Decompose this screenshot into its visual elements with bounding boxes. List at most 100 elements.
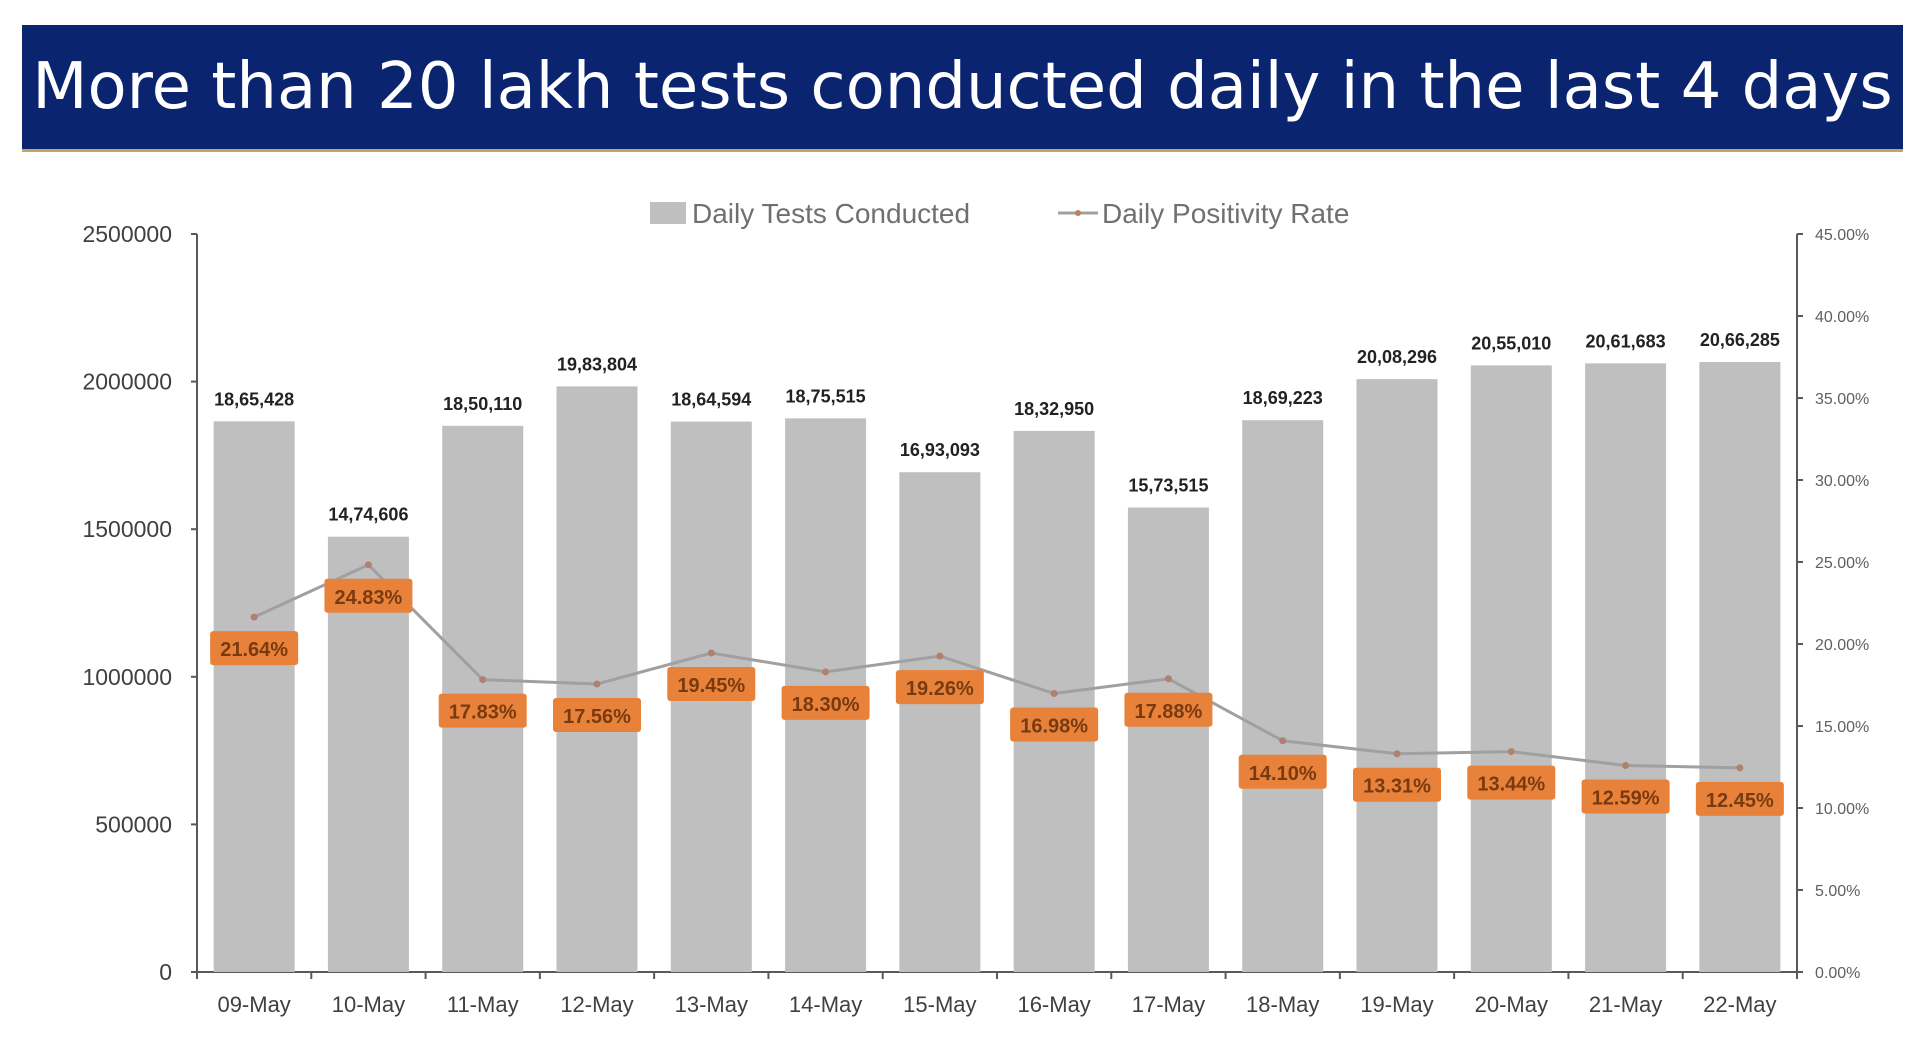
bar-data-label: 18,69,223 <box>1243 388 1323 408</box>
positivity-label-box <box>1353 767 1441 802</box>
x-tick-label: 13-May <box>675 992 748 1017</box>
positivity-data-label: 24.83% <box>335 587 403 609</box>
x-tick-label: 12-May <box>560 992 633 1017</box>
line-positivity <box>253 562 1740 770</box>
positivity-label-box <box>667 667 756 702</box>
positivity-data-label: 18.30% <box>792 694 860 716</box>
positivity-data-label: 17.83% <box>449 702 517 724</box>
positivity-label-box <box>1238 754 1327 789</box>
x-tick-label: 17-May <box>1132 992 1205 1017</box>
bar-data-label: 18,32,950 <box>1014 399 1094 419</box>
x-tick-label: 18-May <box>1246 992 1319 1017</box>
bar-data-label: 18,75,515 <box>786 386 866 406</box>
bar-tests <box>1699 362 1781 972</box>
bar-tests <box>1127 507 1209 972</box>
bar-tests <box>1356 379 1438 973</box>
positivity-label-box <box>781 685 870 720</box>
positivity-data-label: 16.98% <box>1020 716 1088 738</box>
bar-data-label: 18,64,594 <box>671 390 751 410</box>
bar-tests <box>1013 430 1095 972</box>
line-marker <box>1736 764 1744 772</box>
positivity-label-box <box>1124 692 1213 727</box>
positivity-data-label: 12.45% <box>1706 790 1774 812</box>
y-right-tick-label: 0.00% <box>1815 965 1860 982</box>
legend-label-positivity: Daily Positivity Rate <box>1102 198 1349 229</box>
line-marker <box>250 613 258 621</box>
y-left-tick-label: 2000000 <box>82 369 172 395</box>
legend-swatch-marker <box>1075 210 1081 216</box>
bar-data-label: 20,66,285 <box>1700 330 1780 350</box>
line-marker <box>1050 690 1058 698</box>
line-marker <box>1279 737 1287 745</box>
x-tick-label: 14-May <box>789 992 862 1017</box>
line-marker <box>822 668 830 676</box>
x-tick-label: 21-May <box>1589 992 1662 1017</box>
positivity-label-box <box>438 693 527 728</box>
y-right-tick-label: 25.00% <box>1815 555 1869 572</box>
legend: Daily Tests Conducted Daily Positivity R… <box>650 198 1349 229</box>
line-marker <box>1507 748 1515 756</box>
line-marker <box>364 561 372 569</box>
line-marker <box>1164 675 1172 683</box>
positivity-label-box <box>1695 781 1784 816</box>
positivity-data-label: 17.56% <box>563 706 631 728</box>
bar-tests <box>1585 363 1667 972</box>
x-tick-label: 10-May <box>332 992 405 1017</box>
y-right-tick-label: 5.00% <box>1815 883 1860 900</box>
x-tick-label: 16-May <box>1017 992 1090 1017</box>
y-right-tick-label: 40.00% <box>1815 309 1869 326</box>
bar-data-label: 14,74,606 <box>328 505 408 525</box>
bar-tests <box>899 472 981 972</box>
positivity-data-label: 21.64% <box>220 639 288 661</box>
x-tick-label: 19-May <box>1360 992 1433 1017</box>
y-right-tick-label: 20.00% <box>1815 637 1869 654</box>
x-tick-label: 20-May <box>1475 992 1548 1017</box>
positivity-label-box <box>210 631 299 666</box>
positivity-label-box <box>1581 779 1670 814</box>
y-right-tick-label: 45.00% <box>1815 227 1869 244</box>
x-tick-label: 15-May <box>903 992 976 1017</box>
positivity-data-label: 19.45% <box>677 675 745 697</box>
positivity-label-box <box>324 578 413 613</box>
y-right-tick-label: 10.00% <box>1815 801 1869 818</box>
positivity-label-box <box>895 670 984 705</box>
line-marker <box>593 680 601 688</box>
bar-data-label: 15,73,515 <box>1128 475 1208 495</box>
bar-data-label: 19,83,804 <box>557 354 637 374</box>
line-marker <box>479 676 487 684</box>
chart-title: More than 20 lakh tests conducted daily … <box>32 50 1893 124</box>
y-right-tick-label: 35.00% <box>1815 391 1869 408</box>
y-right-tick-label: 15.00% <box>1815 719 1869 736</box>
positivity-data-label: 12.59% <box>1592 788 1660 810</box>
bar-tests <box>1242 420 1324 972</box>
line-marker <box>707 649 715 657</box>
positivity-label-box <box>1467 765 1556 800</box>
positivity-data-label: 13.31% <box>1363 776 1431 798</box>
y-left-tick-label: 500000 <box>95 811 172 837</box>
bar-data-label: 20,61,683 <box>1586 331 1666 351</box>
bar-data-label: 18,65,428 <box>214 389 294 409</box>
y-right-tick-label: 30.00% <box>1815 473 1869 490</box>
bar-data-label: 20,08,296 <box>1357 347 1437 367</box>
line-marker <box>936 652 944 660</box>
x-tick-label: 09-May <box>217 992 290 1017</box>
x-tick-label: 11-May <box>447 992 519 1017</box>
positivity-data-label: 14.10% <box>1249 763 1317 785</box>
bar-data-label: 18,50,110 <box>443 394 522 414</box>
y-left-tick-label: 2500000 <box>82 221 172 247</box>
x-tick-label: 22-May <box>1703 992 1776 1017</box>
title-banner: More than 20 lakh tests conducted daily … <box>22 25 1903 152</box>
bar-data-label: 16,93,093 <box>900 440 980 460</box>
positivity-data-label: 17.88% <box>1135 701 1203 723</box>
y-left-tick-label: 0 <box>159 959 172 985</box>
legend-label-tests: Daily Tests Conducted <box>692 198 970 229</box>
bar-data-label: 20,55,010 <box>1471 333 1551 353</box>
bar-tests <box>556 386 638 972</box>
positivity-data-label: 19.26% <box>906 678 974 700</box>
line-marker <box>1622 762 1630 770</box>
legend-swatch-bars <box>650 202 686 224</box>
line-marker <box>1393 750 1401 758</box>
bar-tests <box>1470 365 1552 972</box>
y-left-tick-label: 1000000 <box>82 664 172 690</box>
